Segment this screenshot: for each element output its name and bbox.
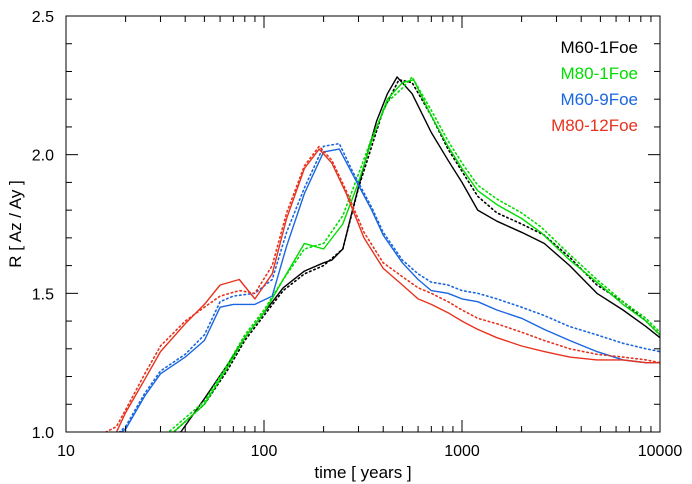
legend-entry: M60-9Foe — [561, 90, 638, 109]
y-tick-label: 2.5 — [32, 9, 54, 26]
y-tick-label: 1.0 — [32, 425, 54, 442]
series-line-dotted-m80-12foe — [104, 145, 660, 432]
x-axis-label: time [ years ] — [314, 463, 411, 482]
legend-entry: M60-1Foe — [561, 38, 638, 57]
legend-entry: M80-1Foe — [561, 64, 638, 83]
y-tick-label: 2.0 — [32, 148, 54, 165]
legend-entry: M80-12Foe — [551, 116, 638, 135]
x-tick-label: 10000 — [638, 443, 683, 460]
y-tick-label: 1.5 — [32, 286, 54, 303]
series-line-dotted-m80-1foe — [162, 75, 660, 432]
y-axis-label: R [ Az / Ay ] — [6, 180, 25, 268]
series-line-dotted-m60-9foe — [118, 142, 660, 432]
series-line-m60-9foe — [119, 148, 660, 432]
series-layer — [104, 75, 660, 432]
x-tick-label: 100 — [251, 443, 278, 460]
series-line-m80-1foe — [167, 79, 660, 432]
x-tick-label: 10 — [57, 443, 75, 460]
series-line-m80-12foe — [113, 148, 660, 432]
plot-frame — [65, 15, 661, 433]
tick-layer: 10 100 1000 10000 1.0 1.5 2.0 2.5 — [32, 9, 683, 460]
x-tick-label: 1000 — [444, 443, 480, 460]
legend: M60-1Foe M80-1Foe M60-9Foe M80-12Foe — [551, 38, 638, 135]
